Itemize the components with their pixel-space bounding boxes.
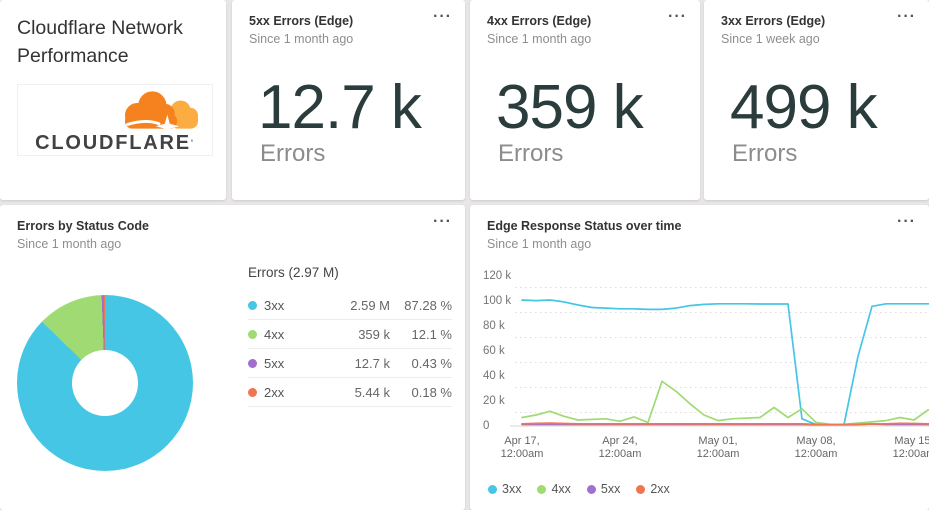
stat-card-4xx: 4xx Errors (Edge) Since 1 month ago ··· … [470,0,700,200]
series-dot-2xx [248,387,257,397]
legend-pct: 87.28 % [404,297,452,313]
series-dot-5xx [586,484,596,494]
svg-text:May 15,: May 15, [894,435,929,447]
legend-row-3xx[interactable]: 3xx 2.59 M 87.28 % [248,291,452,320]
legend-label: 5xx [264,355,285,371]
stat-value: 499 k [730,73,878,142]
legend-item-4xx[interactable]: 4xx [537,482,571,496]
stat-card-5xx: 5xx Errors (Edge) Since 1 month ago ··· … [232,0,465,200]
svg-text:20 k: 20 k [483,395,505,407]
svg-text:May 08,: May 08, [796,435,835,447]
more-menu-icon[interactable]: ··· [433,213,452,230]
cloudflare-wordmark: CLOUDFLARE' [35,132,195,154]
legend-row-2xx[interactable]: 2xx 5.44 k 0.18 % [248,378,452,407]
stat-value: 12.7 k [258,73,422,142]
svg-text:12:00am: 12:00am [501,448,544,460]
legend-item-3xx[interactable]: 3xx [488,482,521,496]
legend-label: 5xx [600,482,621,496]
page-title: Cloudflare Network Performance [17,17,183,67]
legend-label: 3xx [502,482,522,496]
line-chart-card: 0 20 k 40 k 60 k 80 k 100 k 120 k Apr 17, 12:00a… [470,205,929,510]
legend-label: 2xx [650,482,670,496]
svg-text:12:00am: 12:00am [599,448,642,460]
card-title: 4xx Errors (Edge) [487,14,592,28]
legend-label: 2xx [264,384,285,400]
svg-text:12:00am: 12:00am [795,448,838,460]
legend-item-2xx[interactable]: 2xx [636,482,670,496]
card-subtitle: Since 1 month ago [487,32,592,46]
legend-pct: 0.18 % [411,384,452,400]
svg-text:12:00am: 12:00am [893,448,929,460]
svg-text:12:00am: 12:00am [697,448,740,460]
svg-text:40 k: 40 k [483,370,505,382]
svg-text:May 01,: May 01, [698,435,737,447]
legend-row-4xx[interactable]: 4xx 359 k 12.1 % [248,320,452,349]
card-title: 5xx Errors (Edge) [249,14,354,28]
series-dot-4xx [537,484,547,494]
card-subtitle: Since 1 month ago [487,237,592,251]
stat-card-3xx: 3xx Errors (Edge) Since 1 week ago ··· 4… [704,0,929,200]
more-menu-icon[interactable]: ··· [897,213,916,230]
more-menu-icon[interactable]: ··· [668,8,687,25]
pie-card: Errors by Status Code Since 1 month ago … [0,205,465,510]
pie-legend: Errors (2.97 M) 3xx 2.59 M 87.28 % 4xx 3… [248,265,452,407]
stat-value: 359 k [496,73,644,142]
card-subtitle: Since 1 month ago [17,237,122,251]
legend-value: 12.7 k [354,355,390,371]
series-dot-3xx [488,484,497,494]
stat-unit: Errors [732,140,798,167]
svg-text:120 k: 120 k [483,270,511,282]
legend-value: 5.44 k [354,384,390,400]
series-dot-3xx [248,300,257,310]
line-chart-legend: 3xx 4xx 5xx 2xx [488,482,670,496]
svg-text:80 k: 80 k [483,320,505,332]
series-dot-5xx [248,358,257,368]
svg-text:Apr 24,: Apr 24, [602,435,637,447]
legend-label: 4xx [551,482,571,496]
legend-row-5xx[interactable]: 5xx 12.7 k 0.43 % [248,349,452,378]
cloudflare-logo: CLOUDFLARE' [17,84,213,156]
donut-chart[interactable] [17,295,193,471]
legend-pct: 12.1 % [411,326,452,342]
legend-label: 4xx [264,326,285,342]
svg-text:100 k: 100 k [483,295,511,307]
trademark-mark: ' [190,138,195,148]
title-card: Cloudflare Network Performance CLOUDFLAR… [0,0,226,200]
card-subtitle: Since 1 week ago [721,32,820,46]
legend-value: 359 k [358,326,390,342]
more-menu-icon[interactable]: ··· [897,8,916,25]
card-title: Edge Response Status over time [487,219,682,233]
legend-item-5xx[interactable]: 5xx [586,482,621,496]
series-dot-2xx [636,484,646,494]
svg-text:0: 0 [483,420,489,432]
legend-value: 2.59 M [350,297,390,313]
legend-pct: 0.43 % [411,355,452,371]
cloudflare-cloud-icon [124,91,198,132]
more-menu-icon[interactable]: ··· [433,8,452,25]
legend-header: Errors (2.97 M) [248,265,339,280]
svg-text:Apr 17,: Apr 17, [504,435,539,447]
legend-label: 3xx [264,297,285,313]
series-dot-4xx [248,329,257,339]
stat-unit: Errors [260,140,326,167]
svg-text:60 k: 60 k [483,345,505,357]
card-title: 3xx Errors (Edge) [721,14,826,28]
card-subtitle: Since 1 month ago [249,32,354,46]
card-title: Errors by Status Code [17,219,149,233]
stat-unit: Errors [498,140,564,167]
